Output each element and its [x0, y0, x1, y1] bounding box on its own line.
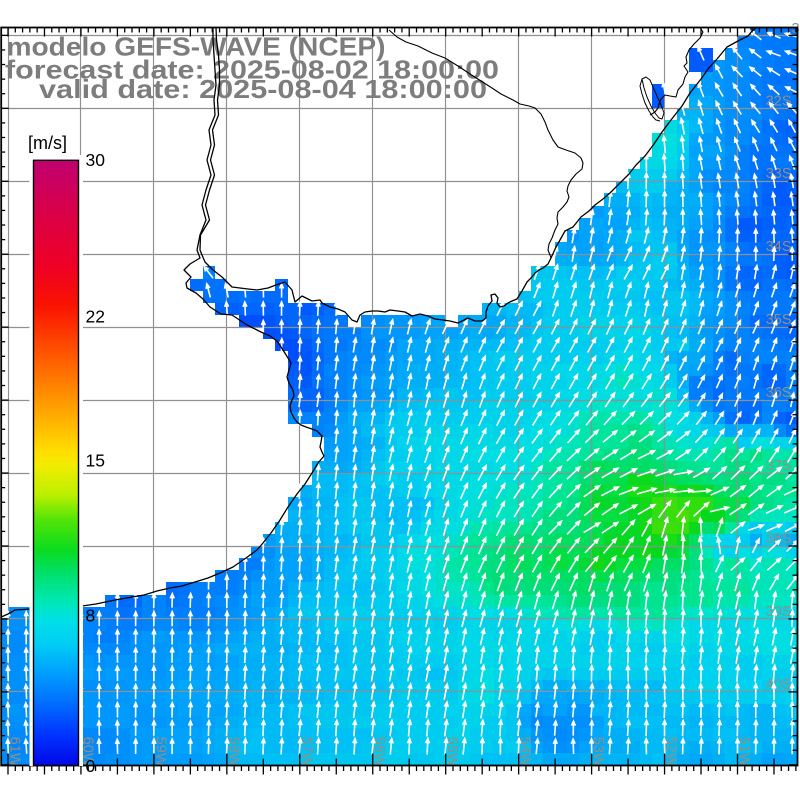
- svg-text:33S: 33S: [766, 166, 792, 182]
- svg-text:35S: 35S: [766, 312, 792, 328]
- svg-text:15: 15: [86, 451, 105, 471]
- svg-text:40S: 40S: [766, 677, 792, 693]
- svg-text:32S: 32S: [766, 93, 792, 109]
- svg-text:[m/s]: [m/s]: [28, 133, 67, 153]
- svg-text:30: 30: [86, 150, 106, 170]
- svg-text:36S: 36S: [766, 385, 792, 401]
- svg-text:valid date: 2025-08-04 18:00:0: valid date: 2025-08-04 18:00:00: [39, 74, 487, 104]
- svg-text:39S: 39S: [766, 604, 792, 620]
- svg-text:34S: 34S: [766, 239, 792, 255]
- svg-text:8: 8: [86, 606, 96, 626]
- svg-text:0: 0: [86, 756, 96, 776]
- svg-text:22: 22: [86, 307, 105, 327]
